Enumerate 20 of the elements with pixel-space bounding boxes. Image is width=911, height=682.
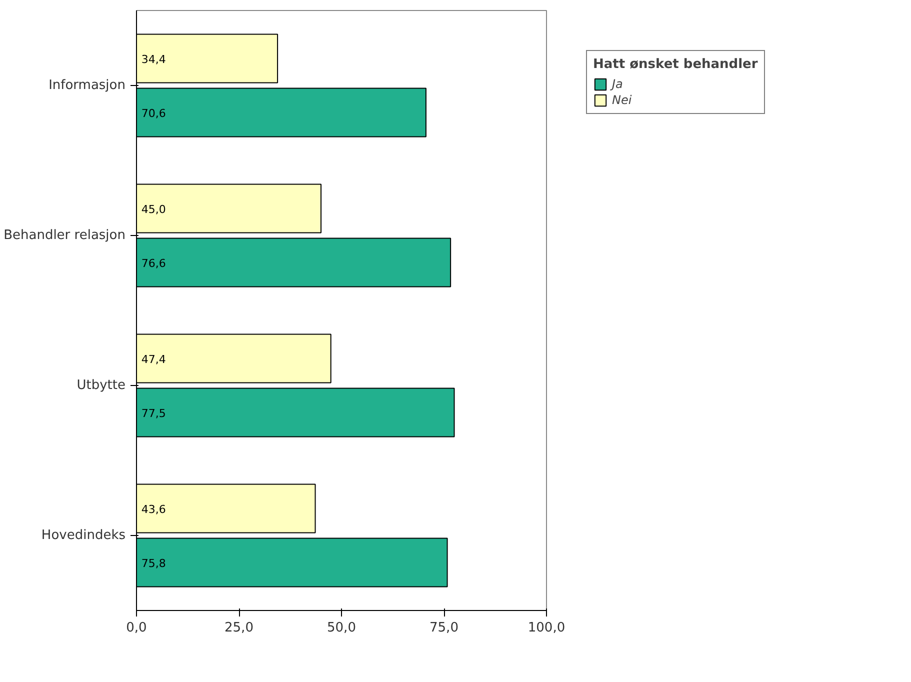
x-tick-label: 100,0	[528, 620, 566, 636]
x-tick-label: 0,0	[126, 620, 147, 636]
x-tick-label: 75,0	[430, 620, 458, 636]
data-label: 76,6	[141, 257, 166, 270]
data-label: 70,6	[141, 107, 166, 120]
data-label: 43,6	[141, 503, 166, 516]
x-tick-label: 25,0	[224, 620, 254, 636]
y-tick-label: Utbytte	[76, 378, 126, 393]
x-tick-label: 50,0	[327, 620, 356, 636]
data-label: 45,0	[141, 203, 166, 216]
data-label: 34,4	[141, 53, 166, 66]
data-label: 77,5	[141, 407, 166, 420]
legend-title: Hatt ønsket behandler	[593, 57, 758, 72]
data-label: 47,4	[141, 353, 166, 366]
y-tick-label: Hovedindeks	[41, 528, 126, 543]
legend-label: Ja	[612, 77, 624, 91]
data-label: 75,8	[141, 557, 166, 570]
y-tick-label: Informasjon	[48, 78, 126, 93]
y-tick-label: Behandler relasjon	[4, 228, 126, 243]
legend-label: Nei	[612, 93, 632, 107]
